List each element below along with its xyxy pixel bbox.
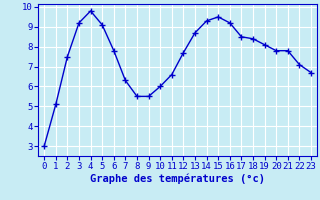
X-axis label: Graphe des températures (°c): Graphe des températures (°c) [90,173,265,184]
